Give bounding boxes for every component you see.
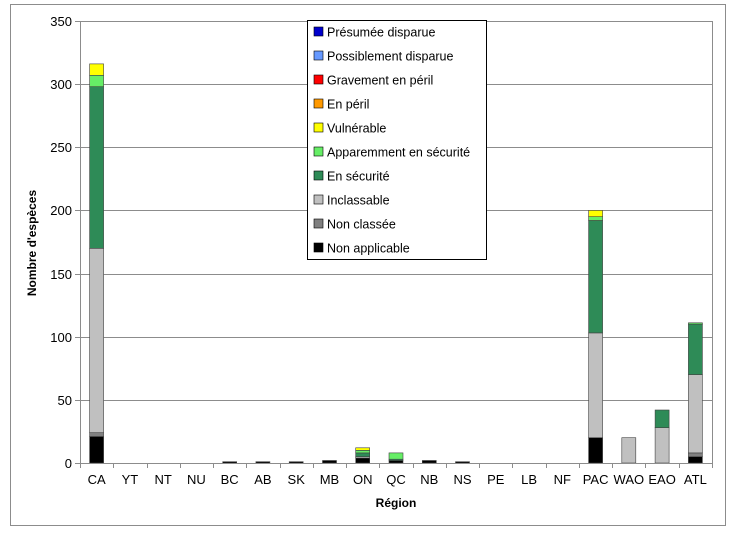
legend-label: En sécurité [327,170,390,184]
x-tick-label: CA [88,472,106,487]
legend-swatch [313,218,324,229]
legend-label: Gravement en péril [327,74,433,88]
x-tick-label: YT [122,472,139,487]
bar-segment [388,452,404,460]
bar-segment [89,63,104,76]
bar-segment [222,461,237,464]
x-tick-label: NT [154,472,171,487]
x-tick-label: NB [420,472,438,487]
x-tick-label: NS [453,472,471,487]
x-tick-label: QC [386,472,406,487]
x-tick-label: EAO [648,472,675,487]
bars [89,63,703,464]
y-tick-label: 150 [50,267,72,282]
legend-swatch [313,194,324,205]
bar-segment [688,374,703,454]
legend-swatch [313,242,324,253]
tick-labels: 0 50 100 150 200 250 300 350 CA YT NT NU BC AB SK MB ON Q… [50,14,707,487]
bar-segment [688,452,703,457]
legend-label: Présumée disparue [327,26,435,40]
bar-segment [89,75,104,88]
legend-swatch [313,122,324,133]
legend-label: Inclassable [327,194,390,208]
y-tick-label: 50 [58,393,72,408]
bar-segment [288,461,304,464]
y-tick-label: 250 [50,140,72,155]
y-tick-label: 200 [50,203,72,218]
legend-swatch [313,170,324,181]
x-tick-label: PE [487,472,505,487]
bar-segment [621,437,637,464]
x-tick-label: AB [254,472,271,487]
bar-segment [89,436,104,464]
bar-segment [654,427,670,464]
legend-label: Possiblement disparue [327,50,454,64]
legend-swatch [313,98,324,109]
legend-swatch [313,74,324,85]
bar-segment [89,432,104,437]
bar-segment [89,248,104,433]
bar-segment [355,457,371,464]
legend-label: En péril [327,98,369,112]
x-tick-label: NF [554,472,571,487]
legend-swatch [313,26,324,37]
bar-segment [588,216,603,221]
x-tick-label: ATL [684,472,707,487]
x-tick-label: SK [288,472,306,487]
bar-segment [388,460,404,464]
legend-label: Vulnérable [327,122,386,136]
bar-segment [588,210,603,217]
axes [75,21,713,468]
x-tick-label: LB [521,472,537,487]
y-tick-label: 0 [65,456,72,471]
bar-segment [455,461,470,464]
y-tick-label: 300 [50,77,72,92]
bar-segment [89,86,104,249]
bar-segment [588,332,603,438]
legend-swatch [313,146,324,157]
bar-segment [688,322,703,325]
legend-label: Apparemment en sécurité [327,146,470,160]
legend-box [307,20,487,260]
bar-segment [588,220,603,334]
bar-segment [355,450,371,454]
x-tick-label: MB [320,472,340,487]
bar-segment [421,460,437,464]
bar-segment [355,447,371,451]
legend-label: Non applicable [327,242,410,256]
legend-swatch [313,50,324,61]
x-tick-label: BC [221,472,239,487]
x-tick-label: PAC [583,472,609,487]
bar-segment [355,452,371,457]
bar-segment [654,409,670,429]
bar-segment [322,460,337,464]
bar-segment [588,437,603,464]
y-tick-label: 350 [50,14,72,29]
x-tick-label: WAO [614,472,645,487]
y-axis-title: Nombre d'espèces [25,190,39,297]
x-axis-title: Région [376,496,417,510]
x-tick-label: ON [353,472,373,487]
bar-segment [688,323,703,375]
legend-label: Non classée [327,218,396,232]
bar-segment [255,461,271,464]
x-tick-label: NU [187,472,206,487]
legend: Présumée disparue Possiblement disparue Gr… [307,20,487,260]
y-tick-label: 100 [50,330,72,345]
bar-segment [688,456,703,464]
